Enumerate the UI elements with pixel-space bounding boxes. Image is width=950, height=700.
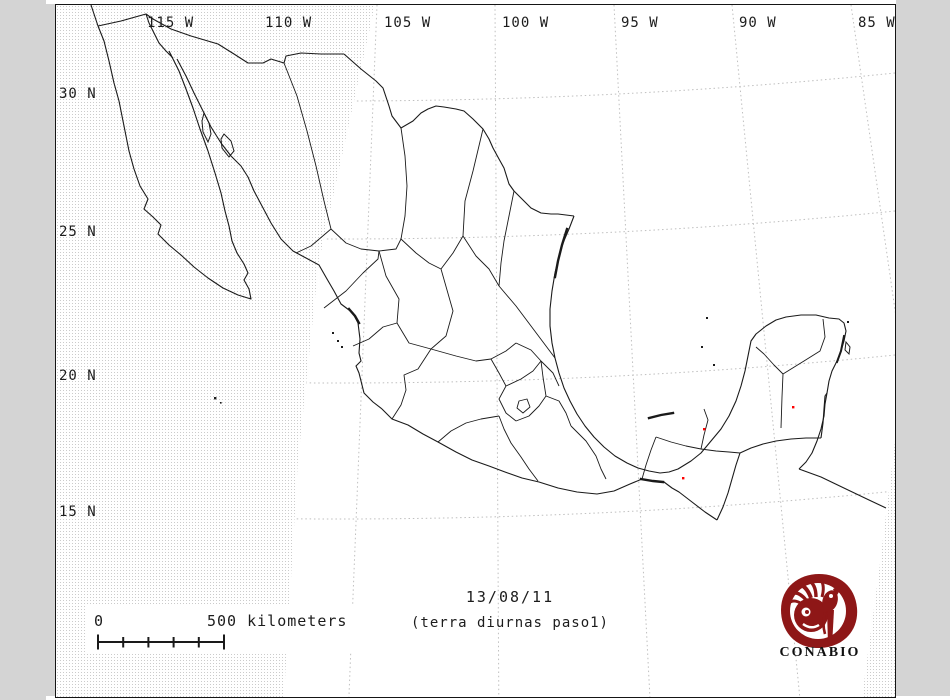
parallel-line — [284, 354, 895, 384]
parallel-line — [284, 72, 895, 102]
pass-subtitle-label: (terra diurnas paso1) — [410, 615, 609, 631]
lon-tick-label: 95 W — [621, 15, 659, 31]
meridian-line — [348, 5, 378, 697]
pacific-coast — [176, 58, 718, 521]
parallel-line — [284, 210, 895, 240]
conabio-logo-graphic — [781, 574, 858, 649]
lat-tick-label: 30 N — [59, 86, 97, 102]
parallel-line — [284, 490, 895, 520]
isla-cozumel — [844, 340, 851, 356]
lon-tick-label: 105 W — [384, 15, 432, 31]
map-canvas — [56, 5, 895, 697]
lat-tick-label: 20 N — [59, 368, 97, 384]
belize-border — [820, 392, 828, 439]
lat-tick-label: 25 N — [59, 224, 97, 240]
conabio-logo-caption: CONABIO — [779, 645, 861, 660]
lon-tick-label: 115 W — [147, 15, 195, 31]
meridian-line — [613, 5, 651, 697]
fire-hotspot-layer — [682, 406, 795, 480]
baja-california-coast — [97, 25, 252, 300]
lon-tick-label: 90 W — [739, 15, 777, 31]
satellite-swath-area — [284, 5, 895, 697]
small-islands — [214, 317, 849, 404]
fire-hotspot — [682, 477, 685, 480]
scale-bar-distance-label: 500 kilometers — [207, 612, 348, 630]
meridian-line — [494, 5, 500, 697]
fire-hotspot — [792, 406, 795, 409]
lat-tick-label: 15 N — [59, 504, 97, 520]
gulf-coast — [549, 215, 847, 474]
lon-tick-label: 100 W — [502, 15, 550, 31]
map-frame: 115 W 110 W 105 W 100 W 95 W 90 W 85 W 30 N 25 N… — [55, 4, 896, 698]
us-mexico-border — [97, 13, 344, 64]
fire-hotspot — [703, 428, 706, 431]
scale-bar: 0 500 kilometers — [85, 606, 355, 652]
guatemala-border-north — [739, 437, 821, 454]
graticule-layer — [56, 5, 895, 697]
island-layer — [201, 111, 851, 404]
date-label: 13/08/11 — [465, 588, 555, 606]
isla-angel-guarda — [201, 111, 212, 144]
page-margin-bottom — [46, 696, 950, 700]
meridian-line — [56, 5, 140, 697]
guatemala-border-west — [716, 452, 741, 521]
scale-bar-graphic — [97, 634, 225, 650]
conabio-logo — [778, 572, 862, 664]
meridian-line — [198, 5, 258, 697]
honduras-coast — [798, 468, 887, 509]
barrier-island-layer — [347, 227, 846, 484]
meridian-line — [850, 5, 895, 697]
state-boundary-layer — [283, 62, 826, 482]
scale-bar-zero-label: 0 — [94, 612, 105, 630]
lon-tick-label: 110 W — [265, 15, 313, 31]
isla-tiburon — [220, 133, 235, 158]
coastline-border-layer — [90, 5, 887, 521]
lon-tick-label: 85 W — [858, 15, 896, 31]
us-california-coast — [90, 5, 99, 27]
page-margin-top — [46, 0, 896, 4]
rio-grande-border — [343, 53, 575, 217]
colorado-river — [145, 13, 174, 59]
